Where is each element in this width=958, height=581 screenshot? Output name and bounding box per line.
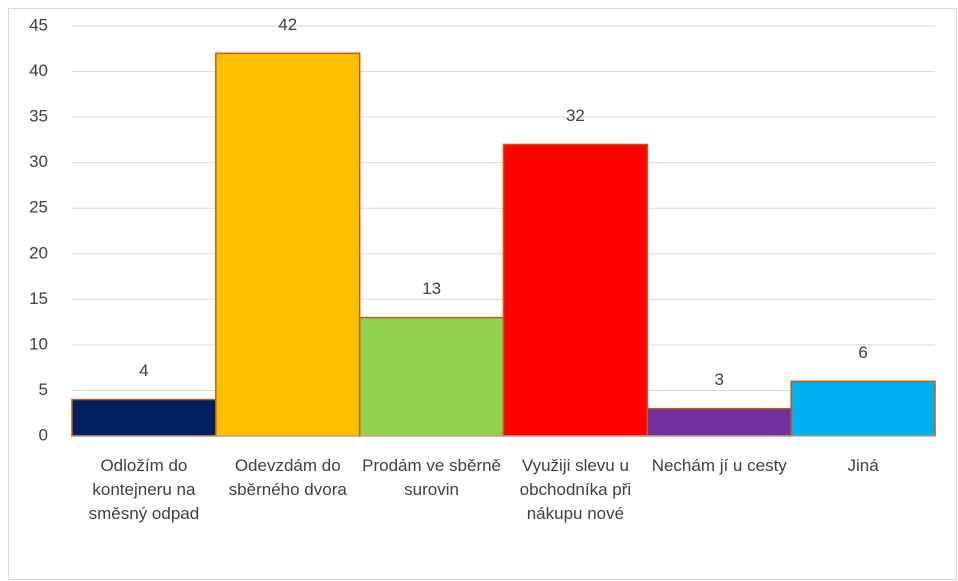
- y-tick-label: 45: [29, 15, 48, 34]
- x-tick-label: Prodám ve sběrně surovin: [362, 456, 502, 499]
- y-tick-label: 10: [29, 334, 48, 353]
- x-tick-label: Nechám jí u cesty: [651, 456, 787, 475]
- x-tick-label: Jiná: [847, 456, 879, 475]
- y-tick-label: 25: [29, 198, 48, 217]
- y-tick-label: 15: [29, 289, 48, 308]
- bar: [358, 316, 505, 437]
- bar: [215, 52, 361, 437]
- y-tick-label: 30: [29, 152, 48, 171]
- data-label: 13: [422, 279, 441, 298]
- bar: [646, 407, 792, 437]
- data-label: 3: [715, 370, 724, 389]
- data-label: 42: [278, 15, 297, 34]
- y-tick-label: 40: [29, 61, 48, 80]
- bar: [790, 380, 936, 437]
- data-label: 6: [858, 343, 867, 362]
- bar: [502, 143, 649, 437]
- y-tick-label: 0: [39, 425, 48, 444]
- x-tick-label: Odložím do kontejneru na směsný odpad: [88, 456, 200, 523]
- chart-border: [8, 8, 957, 580]
- x-tick-label: Využiji slevu u obchodníka při nákupu no…: [519, 456, 632, 523]
- y-tick-label: 5: [39, 380, 48, 399]
- bar: [71, 398, 217, 437]
- y-tick-label: 20: [29, 243, 48, 262]
- y-tick-label: 35: [29, 107, 48, 126]
- data-label: 32: [566, 106, 585, 125]
- data-label: 4: [139, 361, 148, 380]
- x-tick-label: Odevzdám do sběrného dvora: [228, 456, 347, 499]
